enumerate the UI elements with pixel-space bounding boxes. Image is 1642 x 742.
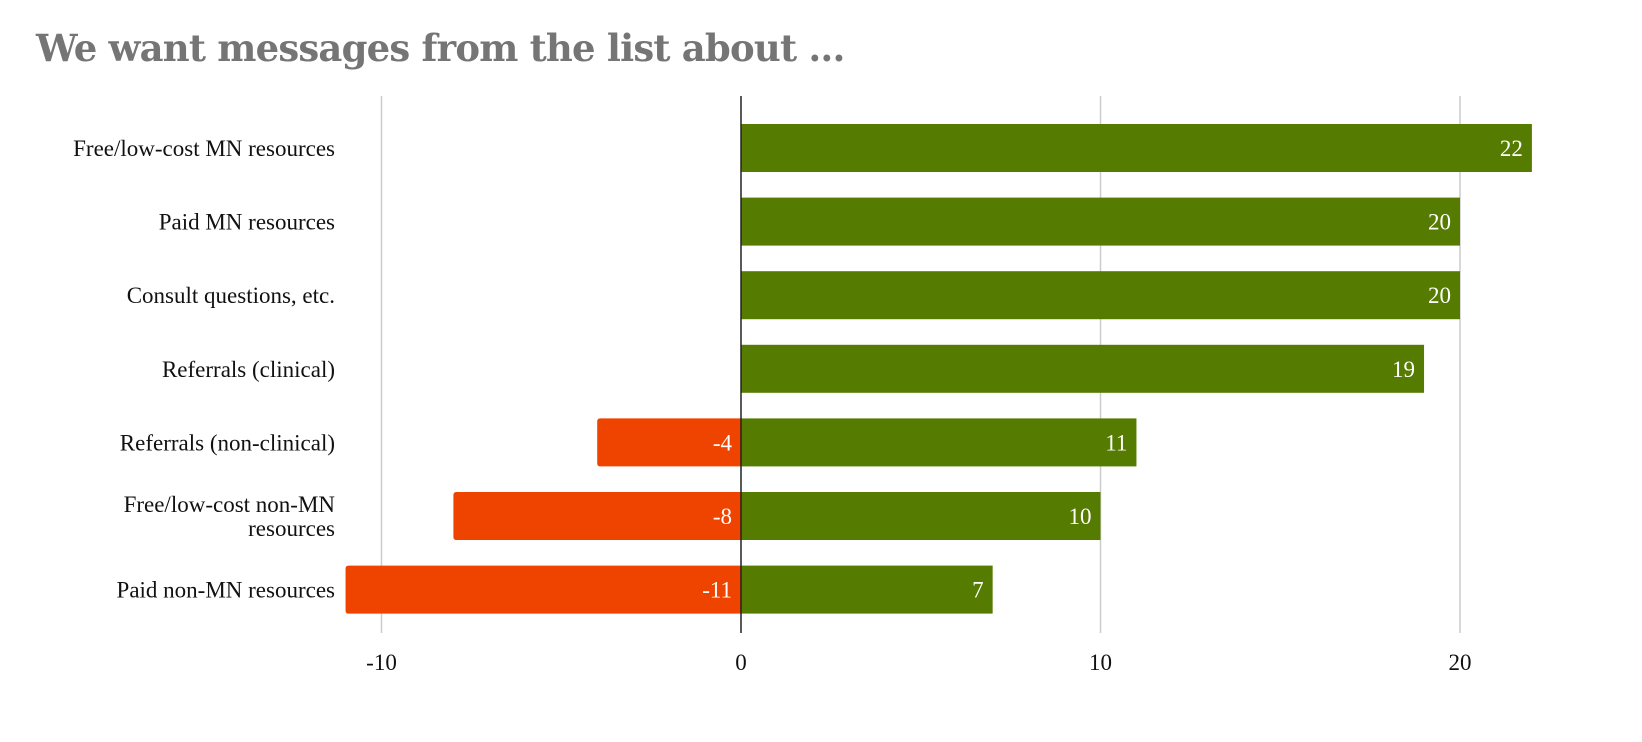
data-label: 20 xyxy=(1428,283,1451,308)
data-label: 11 xyxy=(1105,430,1127,455)
bar-positive xyxy=(741,418,1137,467)
bar-negative xyxy=(453,492,741,540)
category-label: Paid MN resources xyxy=(159,210,335,235)
data-label: 10 xyxy=(1069,504,1092,529)
x-tick-label: -10 xyxy=(366,650,397,675)
category-label: Consult questions, etc. xyxy=(127,283,335,308)
bar-positive xyxy=(741,124,1532,172)
bar-negative xyxy=(345,565,741,614)
data-label: 7 xyxy=(972,578,984,603)
chart-title: We want messages from the list about ... xyxy=(36,26,845,70)
bar-negative xyxy=(597,418,741,467)
x-tick-label: 10 xyxy=(1089,650,1112,675)
category-label: Free/low-cost MN resources xyxy=(73,136,335,161)
x-tick-label: 0 xyxy=(735,650,747,675)
bar-positive xyxy=(741,344,1425,393)
data-label: -11 xyxy=(702,578,732,603)
data-labels: -4 -8 -11 22 20 20 19 11 10 7 xyxy=(702,136,1523,603)
x-tick-labels: -10 0 10 20 xyxy=(366,650,1471,675)
bar-positive xyxy=(741,197,1460,246)
x-tick-label: 20 xyxy=(1449,650,1472,675)
bar-positive xyxy=(741,565,993,614)
bar-positive xyxy=(741,271,1460,320)
category-label: Referrals (non-clinical) xyxy=(120,430,335,455)
data-label: 20 xyxy=(1428,210,1451,235)
data-label: -4 xyxy=(713,430,733,455)
category-labels: Free/low-cost MN resources Paid MN resour… xyxy=(73,136,335,603)
data-label: 19 xyxy=(1392,357,1415,382)
bar-positive xyxy=(741,492,1101,540)
category-label: Free/low-cost non-MN resources xyxy=(124,492,336,541)
bars xyxy=(345,124,1532,614)
data-label: 22 xyxy=(1500,136,1523,161)
category-label: Referrals (clinical) xyxy=(162,357,335,382)
data-label: -8 xyxy=(713,504,732,529)
category-label: Paid non-MN resources xyxy=(117,578,336,603)
